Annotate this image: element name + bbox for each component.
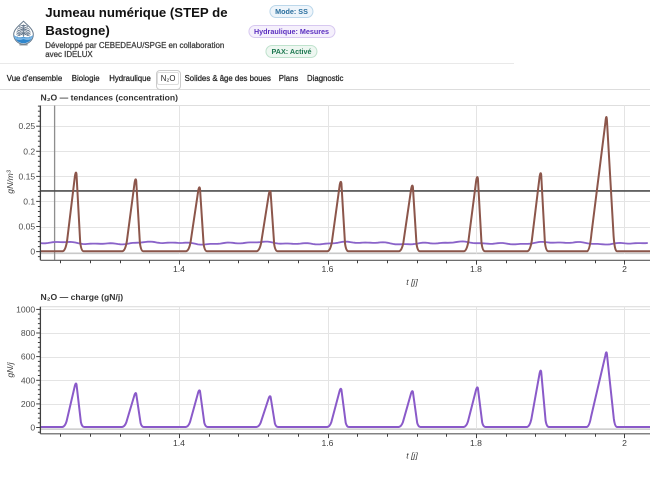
svg-text:0: 0 bbox=[30, 247, 35, 257]
svg-text:200: 200 bbox=[21, 399, 36, 409]
svg-text:1.6: 1.6 bbox=[322, 264, 334, 274]
svg-text:2: 2 bbox=[622, 264, 627, 274]
svg-text:gN/m³: gN/m³ bbox=[5, 169, 15, 194]
svg-text:gN/j: gN/j bbox=[5, 361, 15, 377]
svg-text:1.6: 1.6 bbox=[322, 438, 334, 448]
svg-text:1.4: 1.4 bbox=[173, 438, 185, 448]
svg-text:1.4: 1.4 bbox=[173, 264, 185, 274]
svg-text:0: 0 bbox=[30, 423, 35, 433]
svg-text:0.15: 0.15 bbox=[18, 171, 35, 181]
svg-text:400: 400 bbox=[21, 375, 36, 385]
svg-text:1.8: 1.8 bbox=[470, 438, 482, 448]
svg-text:N₂O — tendances (concentration: N₂O — tendances (concentration) bbox=[41, 93, 179, 103]
svg-text:0.05: 0.05 bbox=[18, 222, 35, 232]
svg-text:0.25: 0.25 bbox=[18, 121, 35, 131]
svg-text:t [j]: t [j] bbox=[406, 451, 418, 461]
svg-text:0.2: 0.2 bbox=[23, 146, 35, 156]
svg-text:N₂O — charge (gN/j): N₂O — charge (gN/j) bbox=[41, 292, 124, 302]
svg-text:800: 800 bbox=[21, 328, 36, 338]
svg-text:1000: 1000 bbox=[16, 304, 35, 314]
svg-text:t [j]: t [j] bbox=[406, 277, 418, 287]
svg-text:0.1: 0.1 bbox=[23, 196, 35, 206]
svg-text:1.8: 1.8 bbox=[470, 264, 482, 274]
svg-text:600: 600 bbox=[21, 352, 36, 362]
svg-text:2: 2 bbox=[622, 438, 627, 448]
